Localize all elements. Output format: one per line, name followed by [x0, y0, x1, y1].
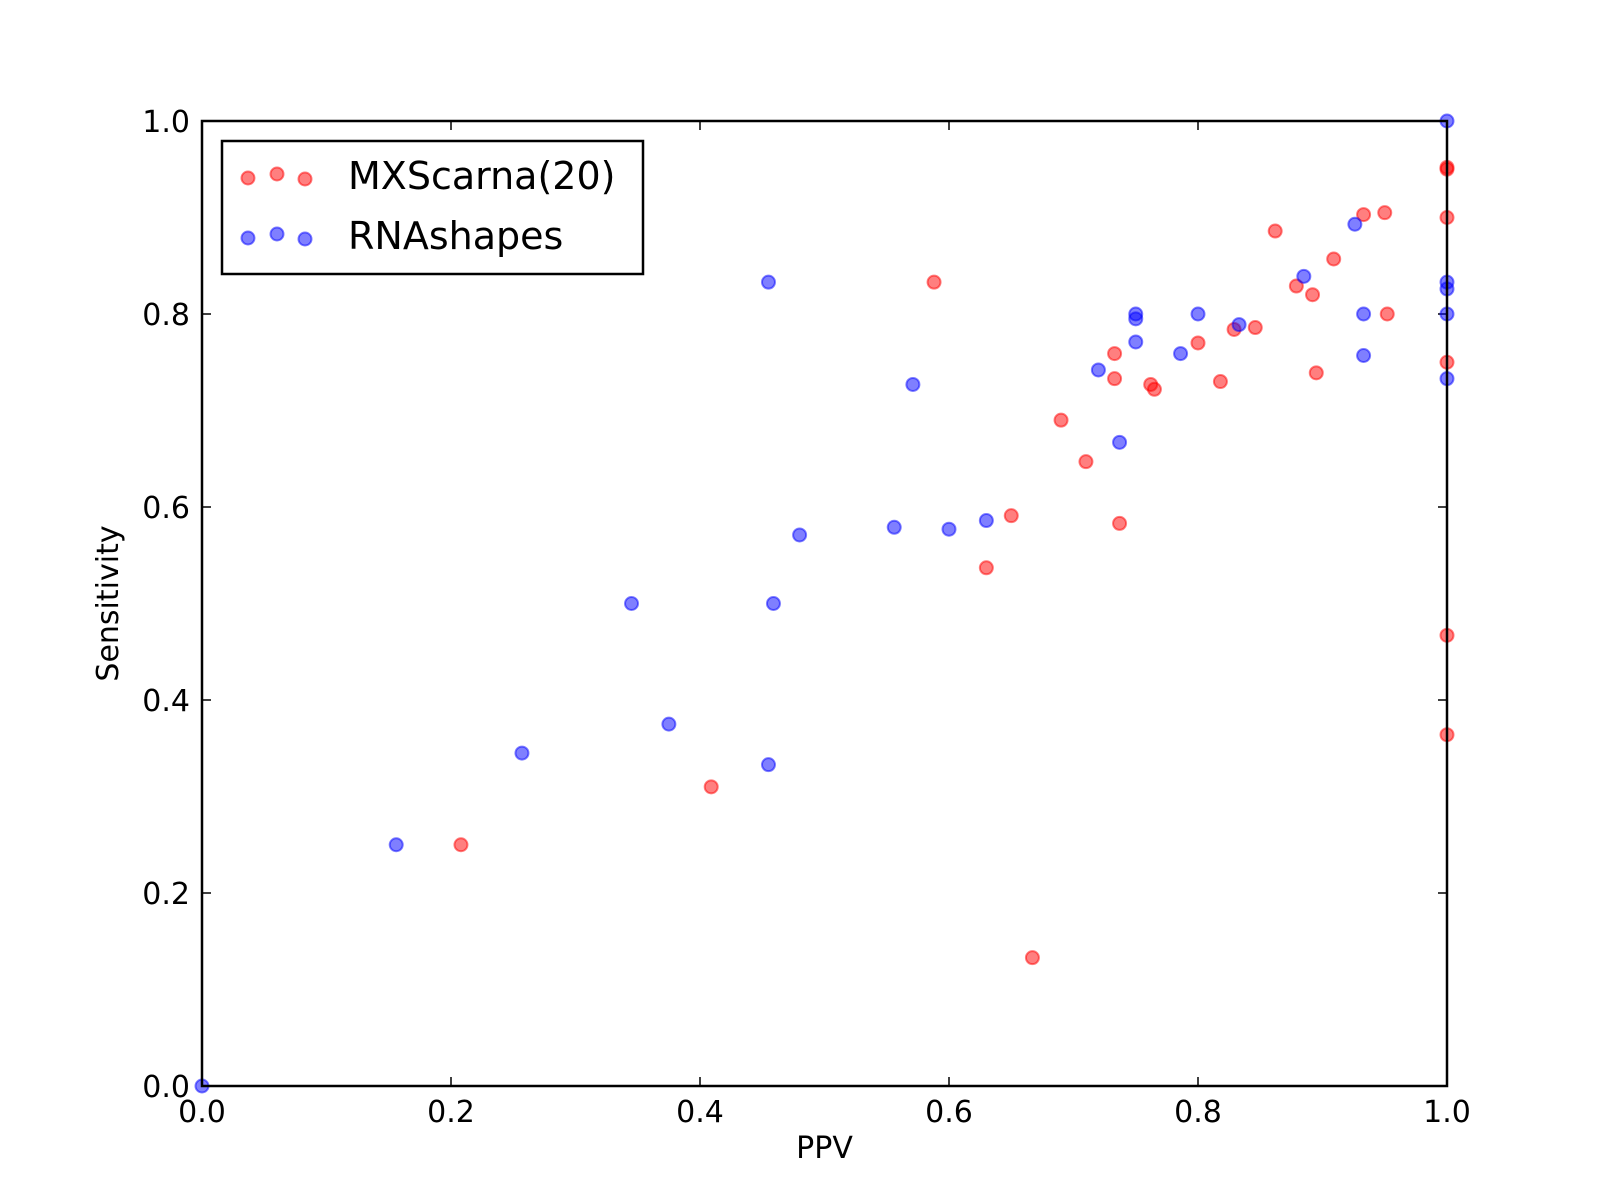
legend-entry-mxscarna: MXScarna(20)	[240, 154, 615, 198]
legend-marker-point-rnashapes	[269, 226, 285, 242]
point-rnashapes	[792, 527, 808, 543]
point-rnashapes	[1347, 216, 1363, 232]
point-mxscarna-20	[978, 560, 994, 576]
point-mxscarna-20	[1305, 287, 1321, 303]
point-mxscarna-20	[1112, 515, 1128, 531]
point-mxscarna-20	[1326, 251, 1342, 267]
point-rnashapes	[1173, 346, 1189, 362]
point-rnashapes	[760, 274, 776, 290]
point-mxscarna-20	[1377, 205, 1393, 221]
point-mxscarna-20	[1190, 335, 1206, 351]
point-mxscarna-20	[1267, 223, 1283, 239]
legend: MXScarna(20) RNAshapes	[220, 139, 645, 276]
legend-marker-mxscarna	[240, 166, 313, 187]
point-rnashapes	[886, 519, 902, 535]
y-axis-title: Sensitivity	[91, 525, 126, 681]
legend-marker-point-mxscarna-20	[240, 170, 256, 186]
point-mxscarna-20	[1146, 381, 1162, 397]
point-mxscarna-20	[453, 837, 469, 853]
plot-frame	[200, 119, 1449, 1088]
y-tick-labels: 0.0 0.2 0.4 0.6 0.8 1.0	[142, 105, 190, 1105]
point-mxscarna-20	[1379, 306, 1395, 322]
point-rnashapes	[760, 757, 776, 773]
point-rnashapes	[905, 376, 921, 392]
legend-marker-point-rnashapes	[240, 230, 256, 246]
point-rnashapes	[1128, 334, 1144, 350]
x-tick-label: 0.6	[925, 1095, 973, 1130]
point-mxscarna-20	[1078, 454, 1094, 470]
point-mxscarna-20	[1107, 371, 1123, 387]
x-tick-label: 0.2	[427, 1095, 475, 1130]
point-rnashapes	[1356, 347, 1372, 363]
legend-marker-rnashapes	[240, 226, 313, 247]
point-rnashapes	[388, 837, 404, 853]
x-tick-label: 1.0	[1423, 1095, 1471, 1130]
point-rnashapes	[765, 596, 781, 611]
point-mxscarna-20	[1053, 412, 1069, 428]
point-rnashapes	[661, 716, 677, 732]
legend-label-rnashapes: RNAshapes	[348, 214, 563, 258]
legend-marker-point-rnashapes	[297, 231, 313, 247]
legend-marker-point-mxscarna-20	[297, 171, 313, 187]
x-tick-label: 0.8	[1174, 1095, 1222, 1130]
y-tick-label: 0.2	[142, 877, 190, 912]
x-tick-label: 0.0	[178, 1095, 226, 1130]
point-rnashapes	[1231, 317, 1247, 333]
point-rnashapes	[514, 745, 530, 761]
y-tick-label: 0.6	[142, 491, 190, 526]
legend-label-mxscarna: MXScarna(20)	[348, 154, 615, 198]
point-mxscarna-20	[1356, 207, 1372, 223]
point-rnashapes	[1296, 268, 1312, 284]
point-rnashapes	[941, 521, 957, 537]
y-tick-label: 0.0	[142, 1070, 190, 1105]
y-tick-label: 0.4	[142, 684, 190, 719]
point-mxscarna-20	[926, 274, 942, 290]
point-mxscarna-20	[1107, 346, 1123, 362]
x-axis-title: PPV	[796, 1131, 853, 1166]
legend-marker-point-mxscarna-20	[269, 166, 285, 182]
point-rnashapes	[1112, 434, 1128, 450]
y-tick-label: 1.0	[142, 105, 190, 140]
x-tick-label: 0.4	[676, 1095, 724, 1130]
point-mxscarna-20	[1212, 374, 1228, 390]
point-mxscarna-20	[703, 779, 719, 795]
x-tick-labels: 0.0 0.2 0.4 0.6 0.8 1.0	[178, 1095, 1471, 1130]
point-rnashapes	[1190, 306, 1206, 322]
point-rnashapes	[978, 513, 994, 529]
point-rnashapes	[1090, 362, 1106, 378]
legend-box	[220, 139, 645, 276]
point-mxscarna-20	[1288, 278, 1304, 294]
y-tick-label: 0.8	[142, 298, 190, 333]
point-rnashapes	[1356, 306, 1372, 322]
point-rnashapes	[624, 596, 640, 611]
point-mxscarna-20	[1308, 365, 1324, 381]
point-mxscarna-20	[1247, 320, 1263, 336]
legend-entry-rnashapes: RNAshapes	[240, 214, 563, 258]
point-mxscarna-20	[1003, 508, 1019, 524]
point-mxscarna-20	[1024, 950, 1040, 966]
point-rnashapes	[1128, 311, 1144, 327]
